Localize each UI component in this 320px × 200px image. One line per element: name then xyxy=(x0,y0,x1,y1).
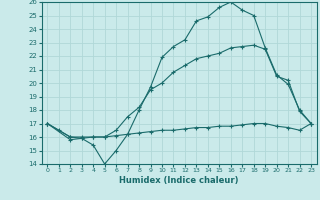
X-axis label: Humidex (Indice chaleur): Humidex (Indice chaleur) xyxy=(119,176,239,185)
